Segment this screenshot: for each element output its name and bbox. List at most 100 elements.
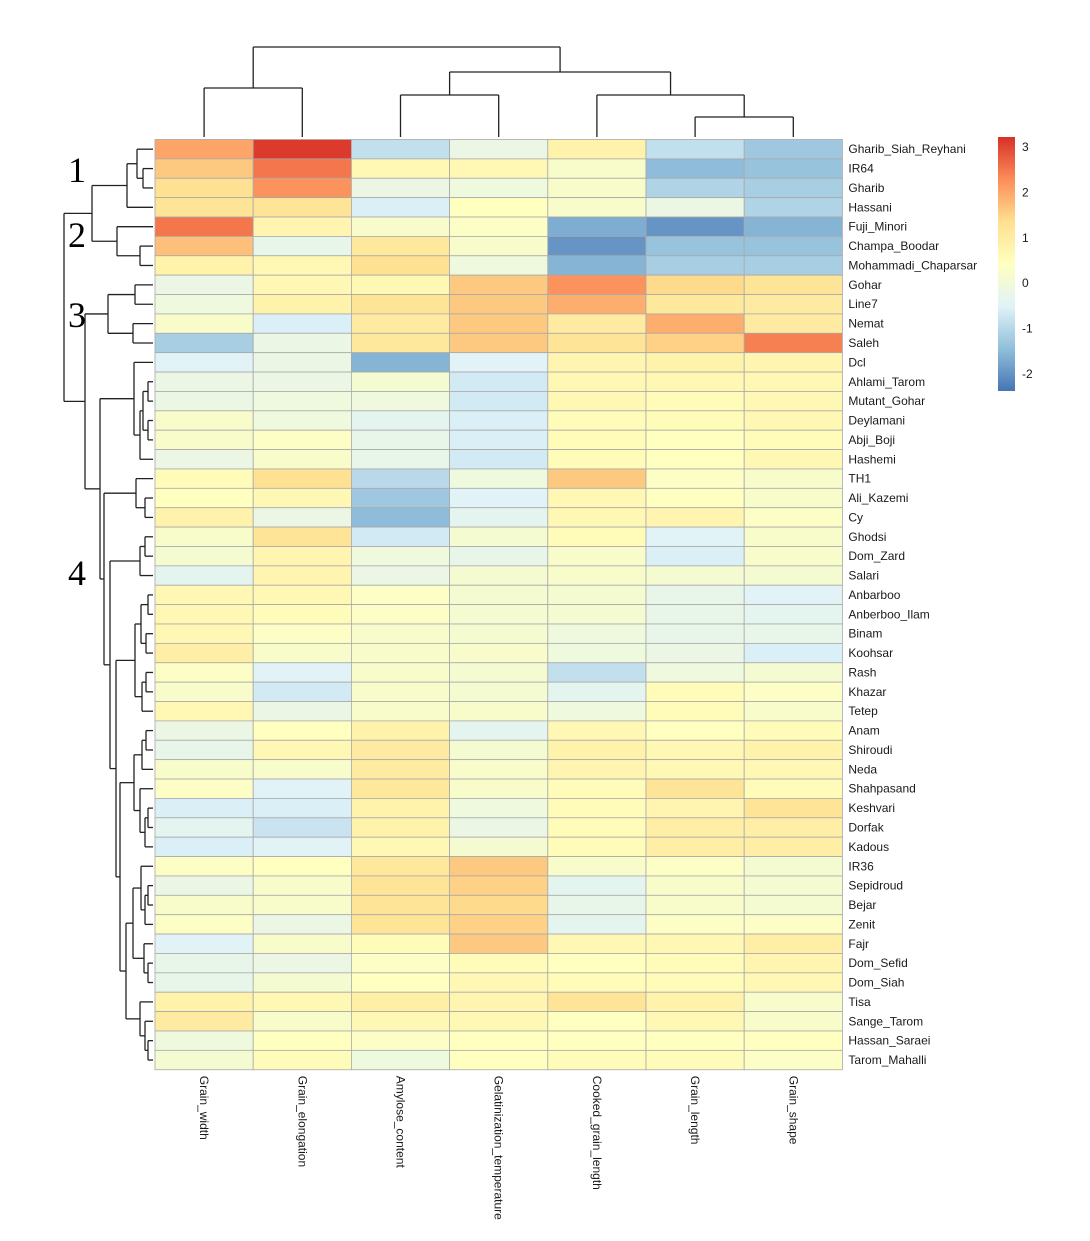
heatmap-cell [547,972,647,993]
heatmap-cell [449,1030,549,1051]
heatmap-cell [350,235,450,257]
row-label: Binam [848,627,882,641]
legend-color-bar [998,137,1015,391]
heatmap-cell [547,1049,647,1071]
heatmap-cell [252,410,352,431]
heatmap-cell [252,662,352,683]
heatmap-cell [154,565,254,586]
heatmap-cell [743,1049,843,1071]
row-label: Rash [848,665,876,679]
heatmap-cell [743,139,843,160]
heatmap-cell [645,371,745,392]
heatmap-cell [154,487,254,509]
heatmap-cell [547,197,647,218]
row-label: Shiroudi [848,743,892,757]
heatmap-cell [252,177,352,199]
heatmap-cell [645,991,745,1012]
heatmap-cell [154,759,254,780]
row-label: Sange_Tarom [848,1014,923,1028]
heatmap-cell [449,197,549,218]
heatmap-cell [449,352,549,373]
heatmap-cell [252,933,352,954]
heatmap-cell [547,720,647,741]
heatmap-cell [449,662,549,683]
heatmap-cell [449,468,549,489]
heatmap-cell [154,778,254,799]
heatmap-cell [449,487,549,509]
heatmap-cell [154,856,254,877]
row-label: Shahpasand [848,782,915,796]
heatmap-cell [645,391,745,412]
heatmap-cell [350,604,450,625]
heatmap-cell [350,972,450,993]
row-label: Keshvari [848,801,895,815]
heatmap-cell [645,429,745,450]
heatmap-cell [252,255,352,276]
heatmap-cell [350,798,450,819]
heatmap-cell [645,759,745,780]
heatmap-cell [350,177,450,199]
heatmap-cell [252,391,352,412]
heatmap-cell [547,255,647,276]
heatmap-cell [547,991,647,1012]
heatmap-cell [547,507,647,528]
heatmap-cell [547,468,647,489]
heatmap-cell [449,371,549,392]
heatmap-cell [350,352,450,373]
heatmap-cell [350,720,450,741]
heatmap-cell [743,449,843,470]
heatmap-cell [350,255,450,276]
heatmap-cell [449,720,549,741]
heatmap-cell [252,1049,352,1071]
heatmap-cell [449,177,549,199]
heatmap-cell [645,468,745,489]
heatmap-cell [547,410,647,431]
row-label: Dom_Siah [848,976,904,990]
heatmap-cell [449,623,549,644]
heatmap-cell [547,294,647,315]
heatmap-cell [449,1049,549,1071]
heatmap-cell [449,604,549,625]
heatmap-cell [154,817,254,838]
heatmap-cell [449,933,549,954]
heatmap-cell [350,294,450,315]
row-label: Deylamani [848,414,905,428]
heatmap-cell [350,856,450,877]
heatmap-cell [252,953,352,974]
heatmap-cell [547,1030,647,1051]
heatmap-cell [449,139,549,160]
heatmap-cell [645,352,745,373]
row-label: Ali_Kazemi [848,491,908,505]
heatmap-cell [743,778,843,799]
row-dendrogram [63,148,153,1061]
heatmap-cell [449,798,549,819]
heatmap-cell [252,235,352,257]
heatmap-cell [449,894,549,916]
heatmap-cell [645,953,745,974]
cluster-labels: 1 2 3 4 [68,150,86,593]
heatmap-cell [645,235,745,257]
heatmap-cell [743,565,843,586]
heatmap-cell [350,701,450,722]
heatmap-cell [547,1011,647,1032]
heatmap-cell [449,565,549,586]
heatmap-cell [252,623,352,644]
heatmap-cell [547,701,647,722]
heatmap-cell [350,875,450,896]
heatmap-cell [645,778,745,799]
heatmap-cell [547,487,647,509]
heatmap-cell [645,933,745,954]
heatmap-cell [743,332,843,354]
heatmap-cell [743,991,843,1012]
heatmap-cell [547,836,647,857]
heatmap-cell [645,487,745,509]
heatmap-cell [645,313,745,334]
heatmap-cell [449,739,549,761]
heatmap-cell [645,798,745,819]
heatmap-cell [252,836,352,857]
row-label: Abji_Boji [848,433,895,447]
heatmap-cell [154,294,254,315]
heatmap-cell [252,216,352,237]
heatmap-cell [449,449,549,470]
column-label: Cooked_grain_length [590,1076,604,1190]
